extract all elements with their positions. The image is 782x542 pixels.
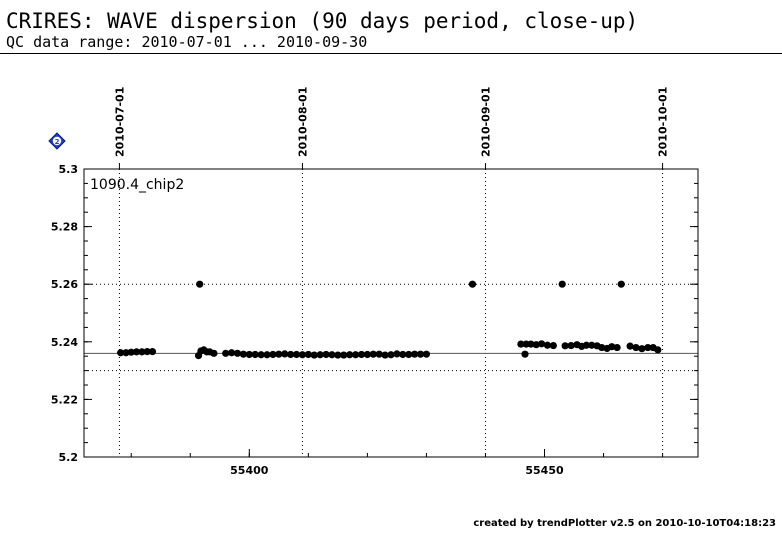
data-point [638,345,646,353]
data-point [381,351,389,359]
data-point [148,347,157,356]
data-point [654,346,662,354]
data-point [117,349,125,357]
data-point [239,350,248,358]
data-point [582,341,591,349]
x-tick-label: 55450 [525,464,564,477]
x-tick-label: 55400 [230,464,269,477]
page-title: CRIRES: WAVE dispersion (90 days period,… [6,9,639,33]
data-point [567,341,575,350]
data-point [263,351,271,359]
plot-frame [83,168,699,458]
data-point [127,348,135,356]
data-point [269,350,277,359]
data-point [210,349,218,357]
date-label: 2010-09-01 [479,87,492,157]
date-label: 2010-07-01 [113,87,126,157]
data-point [543,341,552,349]
page-subtitle: QC data range: 2010-07-01 ... 2010-09-30 [6,33,368,51]
data-point [405,350,413,359]
data-point [346,351,354,359]
data-point [387,351,395,359]
data-point [399,350,407,359]
axes-layer: 2010-07-01 2010-08-01 2010-09-01 2010-10-01… [51,87,698,477]
data-point [422,350,431,358]
data-point [613,343,621,352]
date-label: 2010-10-01 [657,87,670,157]
data-point [644,343,652,352]
data-point [632,343,640,352]
data-point [561,342,569,350]
y-tick-label: 5.2 [59,451,79,464]
data-point [527,340,535,348]
data-point [549,341,557,350]
y-tick-label: 5.28 [51,221,78,234]
data-point [292,350,301,359]
data-point [532,341,540,349]
data-point [304,350,312,359]
data-point [310,351,318,359]
data-point [598,343,606,352]
data-point [275,350,283,358]
y-tick-label: 5.26 [51,278,78,291]
data-point [411,350,419,358]
scatter-chart: 2 2010-07-01 2010-08-01 2010-09-01 2010-10-… [48,87,699,477]
data-point [143,347,151,356]
data-point [626,342,634,350]
data-point [537,340,546,348]
qc-badge-icon: 2 [48,132,66,150]
data-point [588,341,596,349]
data-point [363,350,371,359]
panel-label: 1090.4_chip2 [90,177,184,193]
data-point [521,350,529,358]
data-point [558,280,566,288]
data-point [416,350,425,358]
data-point [334,351,342,359]
data-point [281,350,289,358]
y-tick-label: 5.22 [51,393,78,406]
data-point [375,350,383,358]
data-point [233,349,242,357]
data-point [251,350,259,359]
data-point [328,351,336,359]
data-point [138,348,146,356]
date-label: 2010-08-01 [296,87,309,157]
data-point [122,349,130,357]
qc-badge-label: 2 [55,138,60,146]
y-tick-label: 5.24 [51,336,78,349]
data-point [340,351,348,359]
points-layer [117,280,662,360]
data-point [287,350,295,359]
data-point [517,340,525,348]
data-point [227,349,236,357]
data-point [393,350,401,358]
data-point [322,350,330,359]
data-point [617,280,625,288]
data-point [298,351,307,359]
data-point [369,350,377,358]
data-point [196,280,204,288]
data-point [608,343,616,351]
data-point [132,348,141,356]
data-point [351,351,360,359]
header-divider [0,53,782,54]
data-point [257,351,265,359]
data-point [245,350,253,359]
data-point [222,349,230,357]
data-point [357,350,366,359]
data-point [468,280,477,288]
y-tick-label: 5.3 [59,163,79,176]
grid-layer [84,169,698,457]
data-point [316,351,324,359]
footer-credit: created by trendPlotter v2.5 on 2010-10-… [473,518,776,529]
